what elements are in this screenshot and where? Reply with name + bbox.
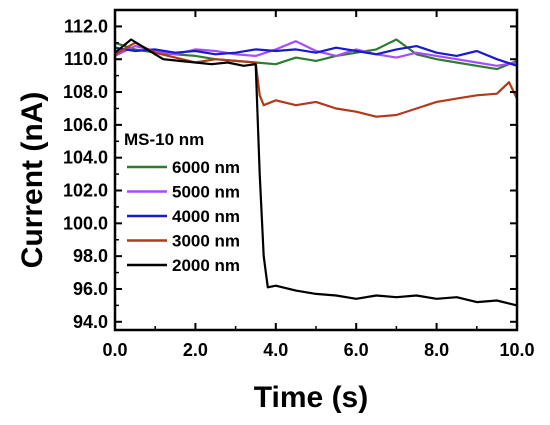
y-tick-label: 112.0 [64,16,108,36]
legend-label: 6000 nm [172,158,240,177]
x-axis-title: Time (s) [254,381,368,414]
plot-layer [114,38,518,307]
y-tick-label: 110.0 [64,49,108,69]
x-tick-label: 10.0 [499,340,534,360]
x-tick-label: 2.0 [183,340,208,360]
y-tick-label: 94.0 [73,312,108,332]
y-axis-title: Current (nA) [16,92,49,269]
series-line-6000-nm [114,38,518,71]
axis-layer: 0.0 2.0 4.0 6.0 8.0 10.0 94.0 96.0 98.0 100.0 102.… [63,8,535,360]
y-tick-label: 102.0 [63,181,108,201]
y-tick-label: 106.0 [63,115,108,135]
x-tick-label: 8.0 [424,340,449,360]
x-tick-label: 4.0 [263,340,288,360]
y-tick-label: 108.0 [63,82,108,102]
x-tick-label: 6.0 [344,340,369,360]
legend-title: MS-10 nm [124,130,204,149]
y-tick-label: 104.0 [63,148,108,168]
series-line-2000-nm [114,38,518,307]
series-line-4000-nm [114,44,518,67]
legend: MS-10 nm 6000 nm 5000 nm 4000 nm 3000 nm 200… [124,130,240,275]
y-tick-label: 98.0 [73,246,108,266]
y-tick-label: 96.0 [73,279,108,299]
y-tick-label: 100.0 [63,213,108,233]
legend-label: 5000 nm [172,183,240,202]
legend-label: 3000 nm [172,232,240,251]
legend-label: 4000 nm [172,207,240,226]
x-tick-label: 0.0 [102,340,127,360]
legend-label: 2000 nm [172,256,240,275]
